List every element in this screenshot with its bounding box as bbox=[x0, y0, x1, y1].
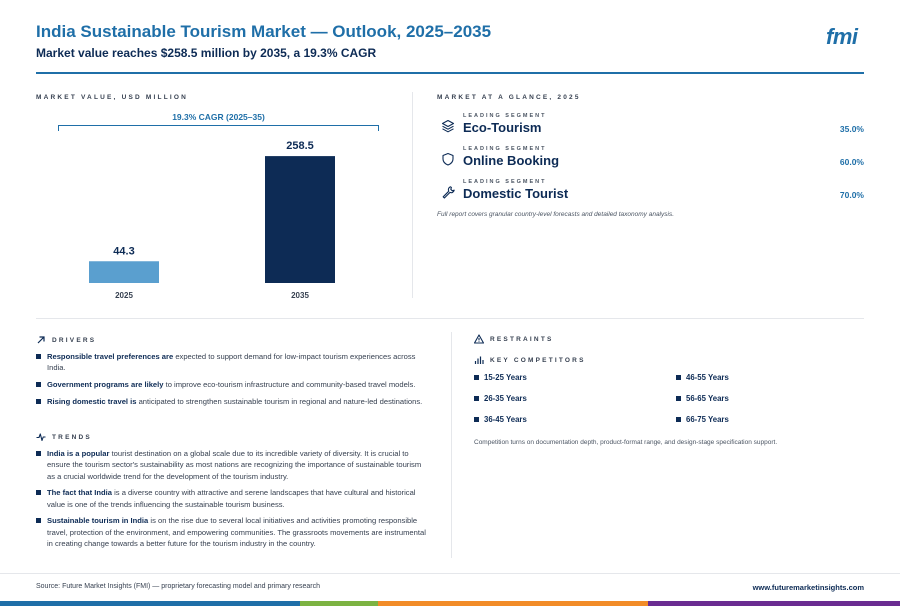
trends-heading: TRENDS bbox=[36, 432, 92, 442]
brand-stripe-green bbox=[300, 601, 378, 606]
list-item: The fact that India is a diverse country… bbox=[36, 487, 428, 510]
restraints-heading: RESTRAINTS bbox=[474, 334, 554, 344]
list-item: Government programs are likely to improv… bbox=[36, 379, 428, 390]
bar-chart-icon bbox=[474, 356, 484, 364]
wrench-icon bbox=[442, 186, 455, 199]
glance-row-domestic-tourist: LEADING SEGMENT Domestic Tourist 70.0% bbox=[437, 179, 864, 209]
competitors-heading: KEY COMPETITORS bbox=[474, 355, 586, 365]
glance-name: Domestic Tourist bbox=[463, 186, 569, 201]
drivers-label: DRIVERS bbox=[52, 336, 97, 344]
report-title: India Sustainable Tourism Market — Outlo… bbox=[36, 22, 492, 41]
glance-tag: LEADING SEGMENT bbox=[463, 179, 547, 185]
glance-tag: LEADING SEGMENT bbox=[463, 113, 547, 119]
cagr-bracket bbox=[58, 125, 379, 131]
tick-label-2035: 2035 bbox=[291, 291, 309, 300]
list-item: India is a popular tourist destination o… bbox=[36, 448, 428, 482]
cagr-label: 19.3% CAGR (2025–35) bbox=[172, 112, 265, 122]
glance-name: Eco-Tourism bbox=[463, 120, 542, 135]
tick-label-2025: 2025 bbox=[115, 291, 133, 300]
website-link[interactable]: www.futuremarketinsights.com bbox=[752, 583, 864, 592]
market-value-label: MARKET VALUE, USD MILLION bbox=[36, 94, 189, 101]
glance-row-eco-tourism: LEADING SEGMENT Eco-Tourism 35.0% bbox=[437, 113, 864, 143]
list-item: Sustainable tourism in India is on the r… bbox=[36, 515, 428, 549]
competitors-label: KEY COMPETITORS bbox=[490, 356, 586, 364]
glance-share: 70.0% bbox=[839, 190, 864, 200]
brand-stripe-purple bbox=[648, 601, 900, 606]
footer-rule bbox=[0, 573, 900, 574]
value-label-2035: 258.5 bbox=[286, 140, 314, 152]
competitor-item: 56-65 Years bbox=[676, 394, 729, 403]
bar-2025 bbox=[89, 261, 159, 283]
competitor-item: 46-55 Years bbox=[676, 373, 729, 382]
glance-label: MARKET AT A GLANCE, 2025 bbox=[437, 94, 581, 101]
chart-divider bbox=[412, 92, 413, 298]
glance-share: 60.0% bbox=[839, 157, 864, 167]
drivers-list: Responsible travel preferences are expec… bbox=[36, 351, 428, 413]
competitor-item: 66-75 Years bbox=[676, 415, 729, 424]
fmi-logo[interactable]: fmi bbox=[826, 24, 858, 49]
restraints-label: RESTRAINTS bbox=[490, 335, 554, 343]
section-divider bbox=[36, 318, 864, 319]
competitor-item: 26-35 Years bbox=[474, 394, 527, 403]
glance-name: Online Booking bbox=[463, 153, 560, 168]
brand-stripe-blue bbox=[0, 601, 300, 606]
glance-share: 35.0% bbox=[839, 124, 864, 134]
trends-label: TRENDS bbox=[52, 433, 92, 441]
glance-tag: LEADING SEGMENT bbox=[463, 146, 547, 152]
competitor-item: 15-25 Years bbox=[474, 373, 527, 382]
arrow-up-right-icon bbox=[37, 336, 45, 344]
competitor-item: 36-45 Years bbox=[474, 415, 527, 424]
trends-list: India is a popular tourist destination o… bbox=[36, 448, 428, 555]
competitors-note: Competition turns on documentation depth… bbox=[474, 439, 778, 446]
report-subtitle: Market value reaches $258.5 million by 2… bbox=[36, 46, 377, 60]
activity-icon bbox=[36, 433, 46, 442]
list-item: Rising domestic travel is anticipated to… bbox=[36, 396, 428, 407]
warning-icon bbox=[474, 334, 484, 344]
header-rule bbox=[36, 72, 864, 74]
layers-icon bbox=[441, 119, 455, 133]
bar-2035 bbox=[265, 156, 335, 283]
glance-row-online-booking: LEADING SEGMENT Online Booking 60.0% bbox=[437, 146, 864, 176]
drivers-heading: DRIVERS bbox=[36, 335, 96, 345]
shield-icon bbox=[442, 152, 454, 166]
lower-divider bbox=[451, 332, 452, 558]
list-item: Responsible travel preferences are expec… bbox=[36, 351, 428, 374]
market-value-bar-chart: 44.3 2025 258.5 2035 bbox=[89, 140, 335, 300]
source-note: Source: Future Market Insights (FMI) — p… bbox=[36, 583, 320, 590]
brand-stripe-orange bbox=[378, 601, 648, 606]
value-label-2025: 44.3 bbox=[113, 245, 134, 257]
glance-note: Full report covers granular country-leve… bbox=[437, 211, 675, 218]
